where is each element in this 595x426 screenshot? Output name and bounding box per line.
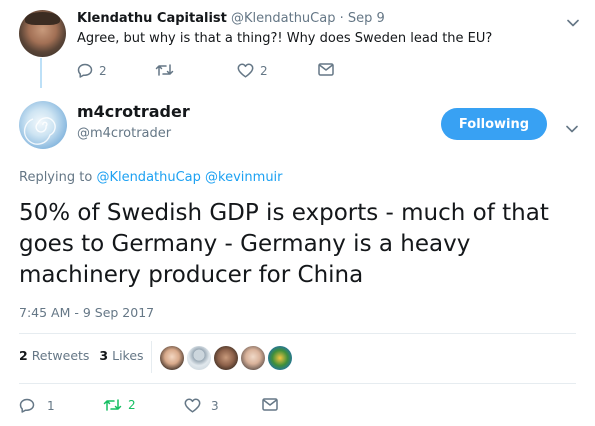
liker-avatar[interactable]: [241, 346, 265, 370]
engagement-stats: 2 Retweets 3 Likes: [19, 348, 144, 363]
retweet-icon: [155, 63, 174, 77]
liker-avatar[interactable]: [214, 346, 238, 370]
stats-top-divider: [19, 333, 576, 334]
thread-connector: [40, 58, 42, 88]
reply-more-menu[interactable]: [567, 12, 579, 31]
replying-to-line: Replying to @KlendathuCap @kevinmuir: [19, 170, 283, 185]
reply-author-name[interactable]: Klendathu Capitalist: [77, 11, 227, 26]
reply-separator: ·: [340, 11, 344, 26]
reply-tweet-text: Agree, but why is that a thing?! Why doe…: [77, 31, 492, 46]
klendathu-avatar[interactable]: [19, 10, 66, 57]
reply-like-button[interactable]: 2: [237, 63, 268, 78]
message-icon: [262, 398, 278, 411]
reply-tweet-header: Klendathu Capitalist @KlendathuCap · Sep…: [77, 11, 385, 26]
like-icon: [237, 63, 254, 78]
likes-stat[interactable]: 3 Likes: [99, 348, 143, 363]
message-icon: [318, 63, 334, 76]
m4crotrader-avatar[interactable]: [19, 101, 67, 149]
main-like-button[interactable]: 3: [184, 398, 219, 413]
main-author-name[interactable]: m4crotrader: [77, 102, 190, 121]
reply-reply-count: 2: [99, 64, 107, 78]
liker-avatars: [160, 346, 292, 370]
liker-avatar[interactable]: [268, 346, 292, 370]
retweets-stat-label: Retweets: [32, 348, 90, 363]
main-reply-count: 1: [47, 399, 55, 413]
likes-stat-count: 3: [99, 348, 108, 363]
mention-klendathucap[interactable]: @KlendathuCap: [96, 170, 200, 185]
stats-bottom-divider: [19, 383, 576, 384]
retweets-stat[interactable]: 2 Retweets: [19, 348, 89, 363]
mention-kevinmuir[interactable]: @kevinmuir: [205, 170, 282, 185]
reply-icon: [19, 398, 35, 413]
retweets-stat-count: 2: [19, 348, 28, 363]
replying-to-label: Replying to: [19, 170, 92, 185]
tweet-timestamp[interactable]: 7:45 AM - 9 Sep 2017: [19, 305, 154, 320]
following-button[interactable]: Following: [441, 108, 547, 140]
reply-author-handle[interactable]: @KlendathuCap: [231, 11, 335, 26]
main-retweet-button[interactable]: 2: [103, 398, 136, 412]
reply-date[interactable]: Sep 9: [348, 11, 385, 26]
liker-avatar[interactable]: [187, 346, 211, 370]
reply-like-count: 2: [260, 64, 268, 78]
main-author-handle[interactable]: @m4crotrader: [77, 126, 171, 141]
retweet-icon: [103, 398, 122, 412]
reply-tweet: Klendathu Capitalist @KlendathuCap · Sep…: [0, 0, 595, 92]
main-message-button[interactable]: [262, 398, 278, 411]
liker-avatar[interactable]: [160, 346, 184, 370]
chevron-down-icon: [567, 19, 579, 27]
chevron-down-icon: [566, 125, 578, 133]
stats-separator: [151, 341, 152, 373]
reply-reply-button[interactable]: 2: [77, 63, 107, 78]
main-tweet-actions: 1 2 3: [19, 398, 319, 416]
reply-tweet-actions: 2 2: [77, 63, 377, 81]
main-reply-button[interactable]: 1: [19, 398, 55, 413]
main-more-menu[interactable]: [566, 118, 578, 137]
reply-icon: [77, 63, 93, 78]
main-tweet-text: 50% of Swedish GDP is exports - much of …: [19, 198, 584, 291]
likes-stat-label: Likes: [112, 348, 143, 363]
reply-retweet-button[interactable]: [155, 63, 180, 77]
main-like-count: 3: [211, 399, 219, 413]
main-retweet-count: 2: [128, 398, 136, 412]
reply-message-button[interactable]: [318, 63, 334, 76]
like-icon: [184, 398, 201, 413]
spiral-logo: [19, 101, 67, 149]
